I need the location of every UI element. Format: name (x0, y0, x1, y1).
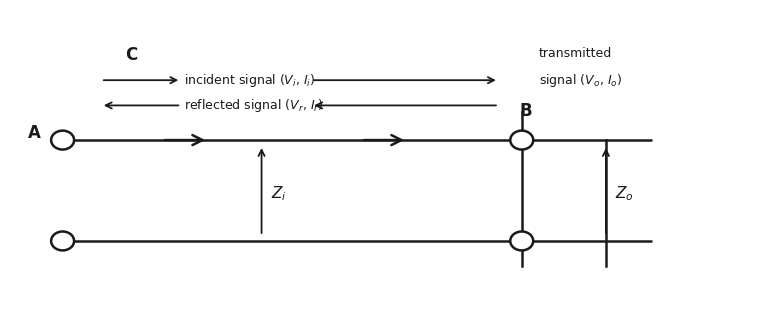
Text: reflected signal ($V_r$, $I_r$): reflected signal ($V_r$, $I_r$) (184, 97, 328, 114)
Text: $Z_i$: $Z_i$ (271, 184, 286, 203)
Circle shape (51, 131, 74, 149)
Text: $Z_o$: $Z_o$ (615, 184, 634, 203)
Text: A: A (28, 123, 41, 142)
Circle shape (51, 232, 74, 250)
Text: C: C (125, 46, 137, 64)
Text: B: B (519, 102, 532, 120)
Text: incident signal ($V_i$, $I_i$): incident signal ($V_i$, $I_i$) (184, 72, 320, 89)
Text: transmitted: transmitted (538, 46, 612, 59)
Circle shape (510, 131, 533, 149)
Circle shape (510, 232, 533, 250)
Text: signal ($V_o$, $I_o$): signal ($V_o$, $I_o$) (538, 72, 622, 89)
